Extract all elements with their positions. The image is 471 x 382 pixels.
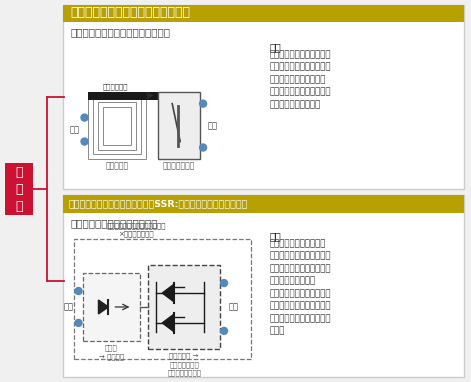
Bar — [104, 107, 131, 144]
Text: リ
レ
ー: リ レ ー — [15, 166, 23, 213]
Text: 無接点リレー（半導体リレー）　SSR:ソリッドステート・リレー: 無接点リレー（半導体リレー） SSR:ソリッドステート・リレー — [69, 200, 248, 209]
Text: 特徴: 特徴 — [270, 42, 282, 52]
Bar — [63, 5, 464, 22]
Circle shape — [220, 280, 227, 286]
Text: 信号を伝える（動きを伝える）
×フォトカプラ等: 信号を伝える（動きを伝える） ×フォトカプラ等 — [106, 222, 166, 237]
Bar — [148, 265, 220, 349]
Polygon shape — [162, 314, 174, 332]
Bar — [89, 92, 174, 100]
Bar — [89, 92, 146, 159]
Text: 入力: 入力 — [64, 303, 73, 311]
Bar — [63, 5, 464, 189]
Text: スイッチ部 →
半導体スイッチ
（サイリスタ等）: スイッチ部 → 半導体スイッチ （サイリスタ等） — [167, 353, 201, 376]
Circle shape — [81, 114, 88, 121]
Text: 電子回路で信号を伝えるリレー: 電子回路で信号を伝えるリレー — [71, 218, 158, 228]
Circle shape — [220, 327, 227, 334]
Text: 有接点リレー（メカニカルリレー）: 有接点リレー（メカニカルリレー） — [71, 6, 191, 19]
Bar — [98, 102, 136, 149]
Text: 特徴: 特徴 — [270, 231, 282, 241]
Polygon shape — [162, 284, 174, 302]
Text: 機械的な動きで信号を伝えるリレー: 機械的な動きで信号を伝えるリレー — [71, 27, 171, 37]
Bar — [93, 97, 141, 154]
Circle shape — [200, 100, 207, 107]
Text: 出力: 出力 — [229, 303, 239, 311]
Text: 【電磁部】: 【電磁部】 — [106, 162, 129, 170]
Bar — [82, 273, 140, 341]
Text: 電磁部
→ 入力回路: 電磁部 → 入力回路 — [99, 345, 124, 359]
Bar — [5, 163, 32, 215]
Bar — [73, 239, 251, 359]
Circle shape — [200, 144, 207, 151]
Circle shape — [75, 319, 82, 326]
Text: 出力: 出力 — [208, 121, 218, 130]
Bar — [63, 195, 464, 377]
Text: 【スイッチ部】: 【スイッチ部】 — [163, 162, 195, 170]
Circle shape — [75, 288, 82, 295]
Text: 接点を有しており、電磁石
の力を利用して機械的に接
点を開閉させることで、
信号や電流、電圧を「入」
「切」するものです。: 接点を有しており、電磁石 の力を利用して機械的に接 点を開閉させることで、 信号… — [270, 50, 332, 109]
Text: 入力: 入力 — [70, 125, 80, 134]
Bar — [63, 195, 464, 213]
Bar — [158, 92, 200, 159]
Polygon shape — [98, 300, 108, 314]
Text: 動きを伝える: 動きを伝える — [103, 83, 128, 90]
Text: 有接点リレーと異なり、
機械的な駆動部を持たず、
半導体または、電子部品で
構成されています。
信号や電流、電圧の「入」
「切」は、これらの電子回
路の働きで電: 有接点リレーと異なり、 機械的な駆動部を持たず、 半導体または、電子部品で 構成… — [270, 239, 332, 336]
Circle shape — [81, 138, 88, 145]
